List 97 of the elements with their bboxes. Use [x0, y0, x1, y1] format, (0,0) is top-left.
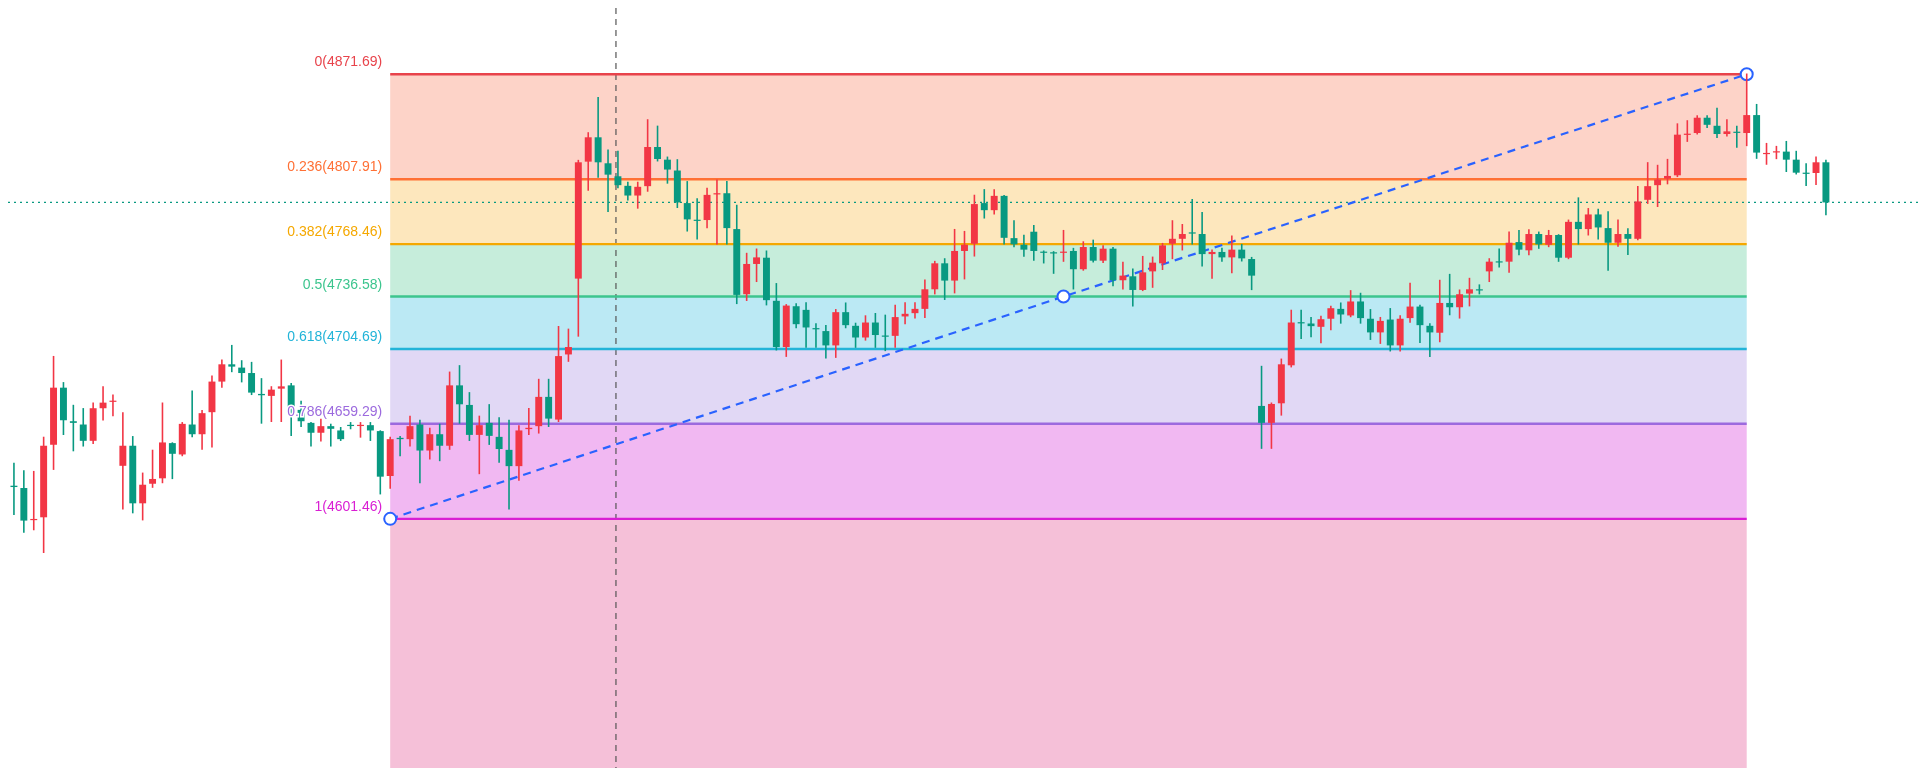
- candlestick: [1604, 211, 1612, 271]
- candlestick: [564, 328, 572, 362]
- candlestick: [545, 378, 553, 427]
- candlestick: [99, 386, 107, 421]
- candlestick: [941, 258, 949, 300]
- candlestick: [168, 442, 176, 480]
- candlestick: [1624, 228, 1632, 255]
- candlestick: [842, 302, 850, 329]
- candlestick: [792, 303, 800, 329]
- candlestick: [663, 156, 671, 184]
- candlestick: [1743, 73, 1751, 147]
- candlestick: [317, 418, 325, 442]
- candlestick: [862, 315, 869, 341]
- candlestick: [1129, 268, 1137, 307]
- candlestick: [327, 423, 335, 447]
- candlestick: [852, 322, 860, 348]
- candlestick: [1495, 248, 1503, 268]
- candlestick: [1347, 290, 1355, 318]
- candlestick: [1337, 302, 1345, 324]
- candlestick: [1406, 282, 1414, 323]
- candlestick: [1030, 225, 1038, 261]
- candlestick: [119, 412, 127, 510]
- candlestick: [654, 125, 662, 162]
- candlestick: [228, 344, 236, 373]
- candlestick: [822, 325, 830, 359]
- candlestick: [1505, 231, 1513, 273]
- candlestick: [1644, 162, 1652, 204]
- candlestick: [1426, 323, 1434, 357]
- candlestick: [1723, 119, 1731, 137]
- candlestick: [1149, 256, 1157, 288]
- candlestick: [436, 423, 444, 462]
- candlestick: [218, 359, 226, 388]
- candlestick: [198, 410, 206, 450]
- candlestick: [1079, 241, 1087, 271]
- candlestick: [921, 279, 929, 318]
- candlestick: [1446, 273, 1454, 316]
- candlestick: [1614, 219, 1622, 247]
- candlestick: [1376, 316, 1384, 344]
- candlestick: [426, 427, 434, 460]
- candlestick: [495, 417, 503, 463]
- ref-line-label: 0.236(4807.91): [287, 158, 383, 175]
- candlestick: [1792, 150, 1800, 175]
- candlestick: [1168, 220, 1176, 260]
- candlestick: [1178, 224, 1186, 251]
- candlestick: [188, 390, 196, 438]
- ref-line-label: 0.5(4736.58): [302, 275, 383, 292]
- candlestick: [1654, 164, 1662, 208]
- candlestick: [1366, 309, 1374, 340]
- candlestick: [1555, 234, 1563, 262]
- candlestick: [1416, 304, 1424, 343]
- candlestick: [1317, 315, 1325, 344]
- candlestick: [1159, 242, 1166, 271]
- candlestick: [1258, 365, 1265, 449]
- candlestick: [1069, 247, 1077, 290]
- candlestick: [277, 359, 285, 423]
- candlestick: [753, 248, 761, 283]
- candlestick: [475, 415, 483, 475]
- candlestick: [139, 472, 147, 521]
- candlestick: [871, 313, 879, 348]
- candlestick: [238, 360, 246, 383]
- candlestick: [149, 449, 157, 488]
- candlestick: [1139, 255, 1147, 292]
- candlestick: [961, 230, 968, 280]
- candlestick: [1664, 158, 1671, 185]
- candlestick: [1466, 277, 1473, 307]
- candlestick: [456, 365, 463, 424]
- candlestick: [1525, 229, 1533, 256]
- candlestick: [485, 404, 493, 445]
- candlestick: [1267, 402, 1275, 449]
- candlestick: [1782, 140, 1790, 172]
- candlestick: [614, 150, 622, 189]
- candlestick: [1357, 292, 1365, 324]
- candlestick: [990, 189, 998, 215]
- candlestick: [683, 181, 691, 232]
- candlestick: [1456, 289, 1464, 319]
- candlestick: [1594, 208, 1602, 240]
- candlestick: [891, 304, 899, 348]
- candlestick: [267, 386, 275, 423]
- ref-line-label: 0.382(4768.46): [287, 223, 383, 240]
- candlestick: [1089, 239, 1097, 263]
- candlestick: [1248, 256, 1256, 291]
- candlestick: [1198, 212, 1206, 267]
- candlestick: [802, 302, 810, 348]
- ref-line-label: 0.618(4704.69): [287, 328, 383, 345]
- candlestick: [1327, 305, 1335, 331]
- candlestick: [1218, 247, 1226, 262]
- candlestick: [634, 181, 642, 209]
- candlestick: [1515, 229, 1523, 256]
- ref-line-label: 1(4601.46): [314, 497, 383, 514]
- candlestick: [248, 361, 256, 396]
- candlestick: [69, 404, 77, 452]
- candlestick: [1485, 258, 1493, 283]
- candlestick: [79, 408, 87, 447]
- candlestick: [1584, 208, 1592, 236]
- ref-line-label: 0(4871.69): [314, 53, 383, 70]
- candlestick: [1228, 235, 1236, 274]
- candlestick: [1020, 234, 1028, 257]
